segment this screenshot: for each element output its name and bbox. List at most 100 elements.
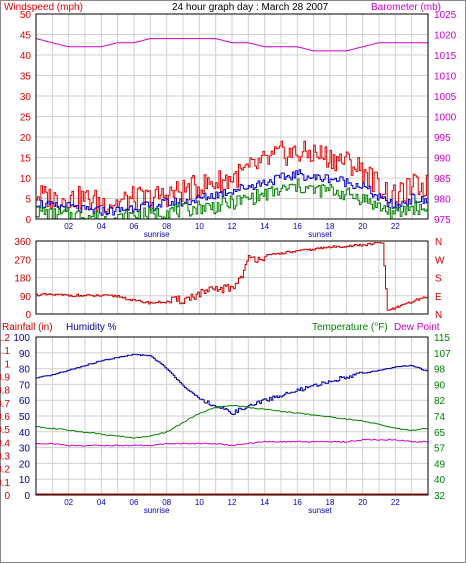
barometer-y-tick-label: 1025 — [434, 10, 457, 21]
temperature-y-tick-label: 107 — [434, 349, 451, 360]
wind-x-tick-label: 06 — [130, 222, 139, 231]
humidity-y-tick-label: 100 — [13, 333, 30, 344]
wind-x-tick-label: 20 — [358, 222, 367, 231]
wind-x-tick-label: 04 — [97, 222, 106, 231]
direction-compass-label: S — [435, 274, 442, 285]
wind-y-tick-label: 30 — [20, 92, 32, 103]
climate-x-tick-label: 18 — [326, 498, 335, 507]
temperature-y-tick-label: 74 — [434, 412, 446, 423]
windspeed-axis-label: Windspeed (mph) — [4, 2, 83, 13]
temperature-y-tick-label: 98 — [434, 365, 446, 376]
climate-x-tick-label: 16 — [293, 498, 302, 507]
rainfall-y-tick-label: 1 — [4, 359, 10, 370]
wind-average-line — [36, 169, 429, 216]
direction-border — [35, 240, 429, 315]
wind-x-tick-label: 12 — [228, 222, 237, 231]
direction-y-tick-label: 360 — [14, 237, 31, 248]
wind-x-tick-label: 10 — [195, 222, 204, 231]
temperature-y-tick-label: 32 — [434, 491, 446, 502]
wind-border — [35, 13, 429, 220]
rainfall-y-tick-label: 0.5 — [0, 425, 10, 436]
temperature-y-tick-label: 82 — [434, 396, 446, 407]
direction-y-tick-label: 90 — [20, 292, 32, 303]
barometer-line — [35, 38, 428, 52]
temperature-y-tick-label: 49 — [434, 459, 446, 470]
wind-y-tick-label: 25 — [20, 113, 32, 124]
barometer-y-tick-label: 995 — [434, 133, 451, 144]
barometer-y-tick-label: 1020 — [434, 31, 457, 42]
climate-x-tick-label: 12 — [228, 498, 237, 507]
wind-y-tick-label: 0 — [25, 215, 31, 226]
wind-y-tick-label: 10 — [20, 174, 32, 185]
humidity-y-tick-label: 90 — [19, 349, 31, 360]
temperature-y-tick-label: 115 — [434, 333, 450, 344]
rainfall-axis-label: Rainfall (in) — [2, 322, 53, 333]
wind-x-tick-label: 08 — [162, 222, 171, 231]
direction-y-tick-label: 180 — [14, 274, 31, 285]
temperature-y-tick-label: 57 — [434, 444, 446, 455]
rainfall-y-tick-label: 0.1 — [0, 478, 10, 489]
direction-y-tick-label: 0 — [25, 310, 31, 321]
rainfall-y-tick-label: 0.3 — [0, 452, 10, 463]
humidity-y-tick-label: 50 — [19, 412, 31, 423]
wind-y-tick-label: 35 — [20, 72, 32, 83]
barometer-y-tick-label: 1015 — [434, 51, 457, 62]
wind-x-marker-label: sunrise — [144, 230, 170, 239]
wind-y-tick-label: 40 — [20, 51, 32, 62]
temperature-y-tick-label: 40 — [434, 475, 446, 486]
rainfall-y-tick-label: 0.4 — [0, 438, 10, 449]
direction-compass-label: E — [435, 292, 442, 303]
wind-x-tick-label: 16 — [293, 222, 302, 231]
climate-x-tick-label: 14 — [260, 498, 269, 507]
humidity-line — [36, 353, 429, 415]
wind-y-tick-label: 50 — [20, 10, 32, 21]
wind-direction-line — [36, 242, 429, 311]
wind-x-tick-label: 18 — [326, 222, 335, 231]
climate-x-tick-label: 06 — [130, 498, 139, 507]
wind-x-tick-label: 22 — [391, 222, 400, 231]
humidity-y-tick-label: 80 — [19, 365, 31, 376]
direction-compass-label: N — [435, 310, 442, 321]
climate-x-tick-label: 22 — [391, 498, 400, 507]
humidity-y-tick-label: 0 — [24, 491, 30, 502]
direction-y-tick-label: 270 — [14, 255, 31, 266]
wind-x-marker-label: sunset — [308, 230, 332, 239]
rainfall-y-tick-label: 0.9 — [0, 373, 10, 384]
barometer-y-tick-label: 975 — [434, 215, 451, 226]
barometer-y-tick-label: 990 — [434, 154, 451, 165]
barometer-y-tick-label: 985 — [434, 174, 451, 185]
rainfall-y-tick-label: 1.2 — [0, 333, 10, 344]
wind-y-tick-label: 15 — [20, 154, 32, 165]
barometer-y-tick-label: 1010 — [434, 72, 457, 83]
wind-barometer-panel: 0510152025303540455097598098599099510001… — [20, 10, 457, 239]
wind-y-tick-label: 45 — [20, 31, 32, 42]
rainfall-y-tick-label: 1.1 — [0, 346, 10, 357]
climate-x-tick-label: 02 — [64, 498, 73, 507]
dewpoint-axis-label: Dew Point — [394, 322, 440, 333]
chart-title: 24 hour graph day : March 28 2007 — [172, 2, 329, 13]
climate-x-marker-label: sunrise — [144, 506, 170, 515]
temperature-axis-label: Temperature (°F) — [312, 322, 388, 333]
climate-x-tick-label: 04 — [97, 498, 106, 507]
humidity-y-tick-label: 60 — [19, 396, 31, 407]
barometer-axis-label: Barometer (mb) — [371, 2, 441, 13]
direction-compass-label: W — [435, 255, 445, 266]
wind-x-tick-label: 02 — [64, 222, 73, 231]
rainfall-y-tick-label: 0.7 — [0, 399, 10, 410]
temperature-line — [35, 404, 428, 439]
humidity-y-tick-label: 10 — [19, 475, 31, 486]
humidity-y-tick-label: 20 — [19, 459, 31, 470]
climate-x-tick-label: 10 — [195, 498, 204, 507]
direction-compass-label: N — [435, 237, 442, 248]
humidity-y-tick-label: 40 — [19, 428, 31, 439]
temperature-y-tick-label: 90 — [434, 380, 446, 391]
humidity-y-tick-label: 30 — [19, 444, 31, 455]
barometer-y-tick-label: 1000 — [434, 113, 457, 124]
dewpoint-line — [35, 438, 429, 447]
rainfall-y-tick-label: 0.8 — [0, 386, 10, 397]
rainfall-y-tick-label: 0.2 — [0, 465, 10, 476]
climate-x-marker-label: sunset — [308, 506, 332, 515]
